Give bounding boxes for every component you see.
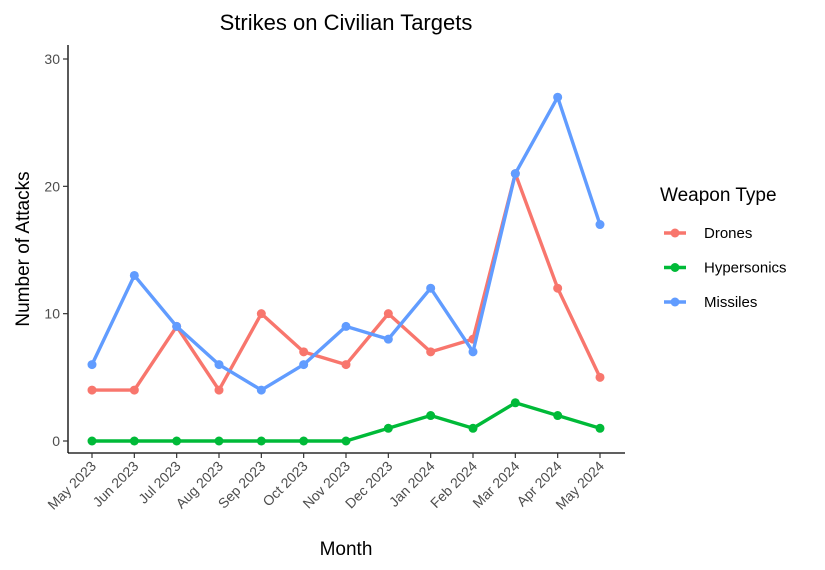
y-axis-ticks: 0 10 20 30 (44, 51, 68, 449)
data-point (87, 385, 97, 395)
data-point (553, 411, 563, 421)
data-point (383, 309, 393, 319)
x-tick-label: May 2023 (44, 458, 99, 513)
y-tick-label: 20 (44, 178, 60, 194)
legend-swatch-point (670, 263, 680, 272)
legend-swatch-point (670, 228, 680, 238)
data-point (129, 385, 139, 395)
x-tick-label: Dec 2023 (342, 458, 396, 512)
y-axis-title: Number of Attacks (13, 171, 34, 326)
data-point (256, 385, 266, 395)
data-point (214, 436, 224, 446)
series-line (90, 401, 602, 443)
data-point (468, 423, 478, 433)
plot-area (87, 92, 605, 446)
legend-item: Missiles (664, 294, 757, 311)
legend-title: Weapon Type (660, 185, 777, 206)
data-point (341, 321, 351, 331)
x-axis-title: Month (320, 539, 373, 560)
y-tick-label: 0 (52, 433, 60, 449)
data-point (468, 347, 478, 357)
data-point (426, 283, 436, 293)
data-point (553, 283, 563, 293)
data-point (87, 436, 97, 446)
data-point (595, 220, 605, 230)
data-point (214, 360, 224, 370)
data-point (426, 411, 436, 421)
legend-label: Missiles (704, 294, 757, 311)
data-point (510, 398, 520, 408)
series-missiles (87, 92, 605, 395)
legend-swatch-point (670, 297, 680, 307)
data-point (510, 169, 520, 179)
data-point (595, 423, 605, 433)
series-drones (87, 169, 605, 395)
data-point (426, 347, 436, 357)
data-point (129, 270, 139, 280)
series-line (90, 95, 602, 392)
data-point (172, 321, 182, 331)
legend-label: Hypersonics (704, 260, 787, 277)
y-tick-label: 30 (44, 51, 60, 67)
data-point (341, 360, 351, 370)
series-line (90, 171, 602, 392)
data-point (383, 423, 393, 433)
x-tick-label: Sep 2023 (215, 458, 269, 512)
data-point (595, 372, 605, 382)
data-point (129, 436, 139, 446)
legend: Weapon Type Drones Hypersonics Missiles (660, 185, 787, 311)
data-point (553, 92, 563, 102)
chart-title: Strikes on Civilian Targets (220, 10, 473, 35)
data-point (299, 436, 309, 446)
legend-item: Hypersonics (664, 260, 787, 277)
data-point (299, 347, 309, 357)
legend-label: Drones (704, 225, 752, 242)
series-hypersonics (87, 398, 605, 446)
data-point (87, 360, 97, 370)
data-point (383, 334, 393, 344)
legend-item: Drones (664, 225, 752, 242)
data-point (256, 309, 266, 319)
y-tick-label: 10 (44, 306, 60, 322)
data-point (214, 385, 224, 395)
data-point (299, 360, 309, 370)
x-tick-label: Mar 2024 (469, 458, 522, 511)
data-point (172, 436, 182, 446)
x-tick-label: Jun 2023 (89, 458, 141, 510)
data-point (256, 436, 266, 446)
data-point (341, 436, 351, 446)
